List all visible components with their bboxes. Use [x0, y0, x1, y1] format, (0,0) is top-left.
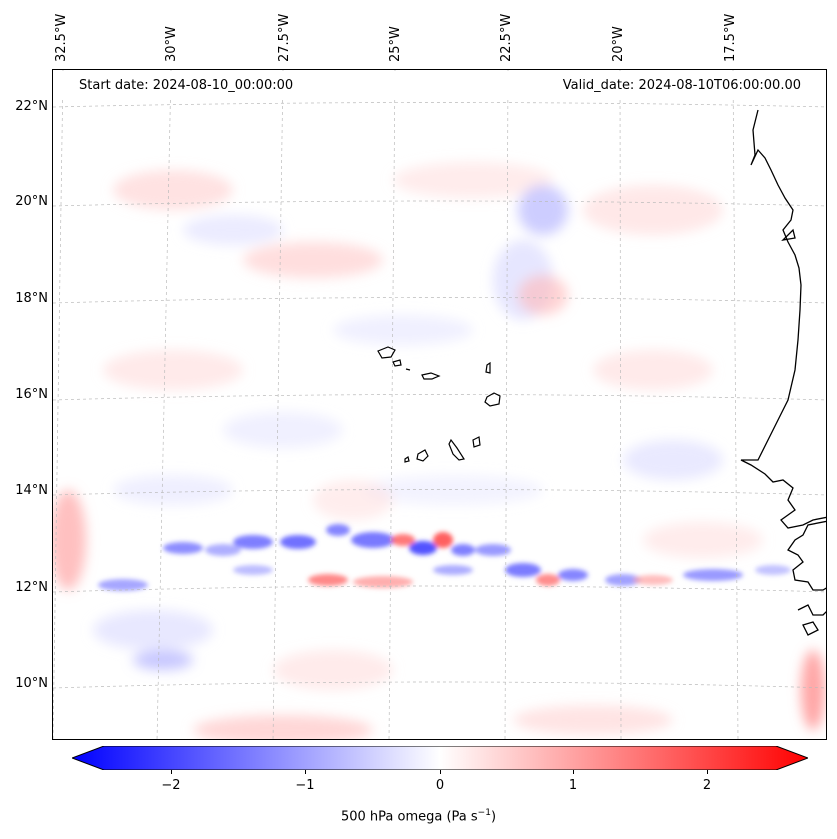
lat-label-10n: 10°N: [15, 676, 48, 691]
lat-label-12n: 12°N: [15, 580, 48, 595]
lon-label-22-5w: 22.5°W: [499, 13, 514, 62]
omega-background-patches: [53, 162, 825, 739]
colorbar-tick-label: 0: [435, 778, 445, 793]
colorbar-label: 500 hPa omega (Pa s−1): [340, 808, 497, 825]
african-coastline: [740, 109, 826, 636]
colorbar-tickmark: [171, 770, 172, 774]
island-fogo: [416, 449, 429, 462]
lon-label-27-5w: 27.5°W: [277, 13, 292, 62]
colorbar-svg: [70, 745, 810, 771]
start-date-text: Start date: 2024-08-10_00:00:00: [79, 78, 294, 93]
lon-label-20w: 20°W: [611, 26, 626, 62]
omega-field: [53, 70, 826, 739]
island-sao-vicente: [392, 359, 402, 367]
lat-label-20n: 20°N: [15, 194, 48, 209]
date-banner: Start date: 2024-08-10_00:00:00 Valid_da…: [54, 71, 825, 98]
lon-label-17-5w: 17.5°W: [723, 13, 738, 62]
island-maio: [472, 436, 481, 448]
lat-label-14n: 14°N: [15, 483, 48, 498]
lon-label-25w: 25°W: [388, 26, 403, 62]
colorbar-tick-label: 1: [568, 778, 578, 793]
island-boa-vista: [484, 392, 501, 407]
island-santo-antao: [377, 346, 396, 359]
colorbar: [70, 745, 810, 771]
island-brava: [404, 456, 410, 463]
colorbar-tickmark: [573, 770, 574, 774]
colorbar-tick-label: −1: [295, 778, 315, 793]
lon-label-32-5w: 32.5°W: [54, 13, 69, 62]
omega-convective-band: [98, 524, 791, 591]
island-sal: [485, 361, 491, 374]
valid-date-text: Valid_date: 2024-08-10T06:00:00.00: [562, 78, 801, 93]
lat-label-22n: 22°N: [15, 99, 48, 114]
graticule: [53, 70, 826, 739]
colorbar-tickmark: [707, 770, 708, 774]
map-panel: Start date: 2024-08-10_00:00:00 Valid_da…: [52, 69, 827, 740]
lat-label-16n: 16°N: [15, 387, 48, 402]
island-santa-luzia: [405, 368, 411, 371]
colorbar-tickmark: [440, 770, 441, 774]
cape-verde-islands: [377, 346, 501, 463]
colorbar-tick-label: 2: [702, 778, 712, 793]
lon-label-30w: 30°W: [164, 26, 179, 62]
lat-label-18n: 18°N: [15, 291, 48, 306]
island-sao-nicolau: [421, 372, 441, 380]
colorbar-tickmark: [305, 770, 306, 774]
island-santiago: [448, 438, 465, 461]
colorbar-tick-label: −2: [161, 778, 181, 793]
